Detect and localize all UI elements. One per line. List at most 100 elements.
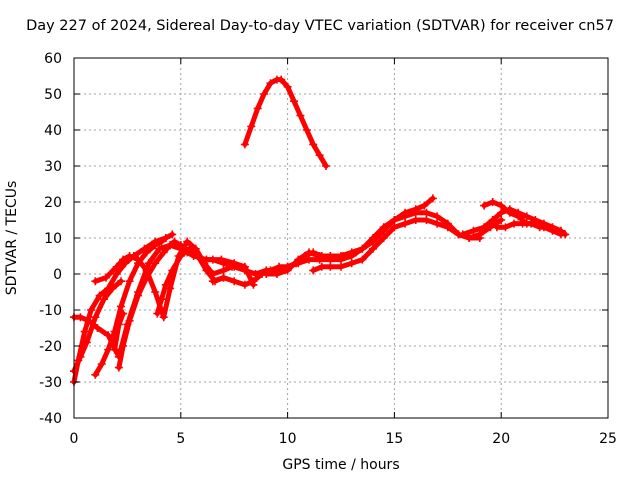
data-point — [249, 277, 258, 286]
y-tick-label: 60 — [44, 51, 62, 67]
data-point — [422, 208, 431, 217]
data-point — [159, 313, 168, 322]
data-point — [114, 320, 123, 329]
data-point — [125, 252, 134, 260]
data-point — [488, 198, 497, 206]
data-point — [91, 313, 100, 322]
data-point — [283, 266, 292, 275]
data-point — [157, 295, 166, 304]
data-point — [304, 255, 313, 264]
data-point — [522, 212, 531, 221]
x-tick-label: 15 — [385, 431, 403, 447]
data-point — [166, 241, 175, 250]
y-tick-label: 20 — [44, 195, 62, 211]
data-point — [247, 122, 256, 131]
series-track-16 — [240, 75, 331, 170]
data-point — [458, 230, 467, 239]
data-point — [411, 216, 420, 224]
data-layer — [70, 75, 570, 386]
data-point — [187, 248, 196, 257]
series-track-3 — [70, 277, 125, 376]
data-point — [198, 255, 207, 264]
data-point — [369, 237, 378, 246]
data-point — [151, 288, 160, 296]
data-point — [465, 234, 474, 242]
data-point — [119, 309, 128, 318]
data-point — [142, 248, 151, 257]
data-point — [110, 345, 119, 354]
data-point — [337, 262, 345, 271]
data-point — [93, 324, 102, 332]
data-point — [151, 241, 160, 250]
y-tick-label: -10 — [39, 303, 62, 319]
data-point — [114, 363, 123, 372]
x-tick-label: 10 — [279, 431, 297, 447]
y-tick-label: 0 — [53, 267, 62, 283]
data-point — [240, 140, 249, 149]
data-point — [514, 212, 523, 221]
y-tick-label: -30 — [39, 375, 62, 391]
data-point — [315, 252, 324, 260]
data-point — [326, 262, 335, 271]
data-point — [76, 313, 85, 322]
data-point — [369, 244, 378, 253]
data-point — [240, 266, 249, 275]
data-point — [309, 140, 318, 149]
data-point — [527, 219, 536, 228]
data-point — [497, 201, 506, 210]
series-track-10 — [208, 208, 506, 289]
data-point — [157, 237, 166, 246]
data-point — [433, 219, 442, 228]
data-point — [422, 216, 431, 224]
data-point — [82, 338, 91, 347]
series-line — [154, 246, 226, 317]
data-point — [151, 259, 160, 268]
data-point — [108, 284, 117, 293]
data-point — [497, 208, 506, 217]
data-point — [95, 291, 104, 300]
data-point — [390, 216, 399, 224]
data-point — [488, 216, 497, 224]
data-point — [125, 316, 134, 325]
data-point — [401, 219, 410, 228]
data-point — [317, 262, 326, 271]
data-point — [283, 82, 292, 91]
y-tick-label: 10 — [44, 231, 62, 247]
y-tick-label: 50 — [44, 87, 62, 103]
data-point — [535, 223, 544, 232]
data-point — [99, 295, 108, 304]
x-tick-label: 25 — [599, 431, 617, 447]
series-track-11 — [262, 194, 437, 278]
data-point — [119, 342, 128, 350]
data-point — [155, 244, 164, 253]
data-point — [272, 270, 281, 278]
data-point — [480, 223, 489, 232]
data-point — [112, 262, 121, 271]
data-point — [262, 270, 271, 278]
data-point — [80, 327, 89, 336]
data-point — [302, 126, 311, 134]
y-tick-label: 30 — [44, 159, 62, 175]
data-point — [161, 280, 170, 289]
data-point — [125, 277, 134, 286]
data-point — [116, 302, 125, 311]
data-point — [168, 266, 177, 275]
data-point — [208, 255, 217, 264]
data-point — [326, 255, 335, 264]
data-point — [401, 208, 410, 217]
data-point — [102, 273, 111, 282]
chart-title: Day 227 of 2024, Sidereal Day-to-day VTE… — [26, 18, 614, 34]
data-point — [260, 90, 269, 98]
data-point — [411, 205, 420, 214]
data-point — [91, 277, 100, 286]
data-point — [420, 201, 429, 210]
data-point — [219, 273, 228, 282]
data-point — [87, 306, 96, 314]
data-point — [253, 104, 262, 113]
data-point — [166, 284, 175, 293]
x-tick-label: 5 — [176, 431, 185, 447]
data-point — [309, 266, 318, 275]
x-tick-label: 20 — [492, 431, 510, 447]
data-point — [480, 201, 489, 210]
data-point — [208, 277, 217, 286]
